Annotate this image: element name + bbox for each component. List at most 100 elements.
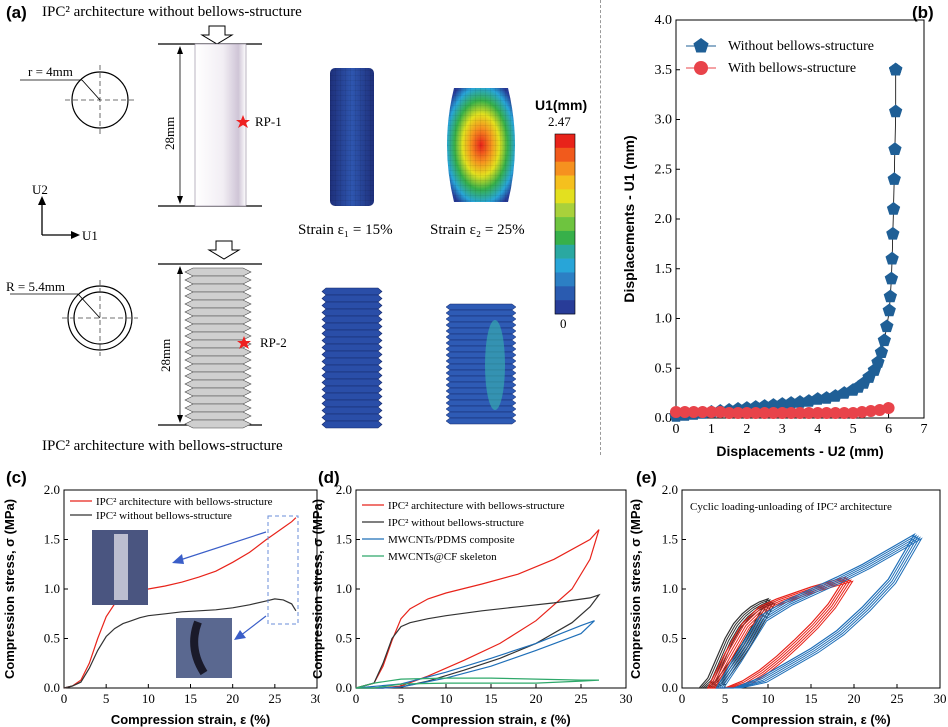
x-tick-label: 25	[891, 691, 904, 706]
data-point	[678, 406, 691, 419]
x-tick-label: 6	[885, 422, 892, 437]
y-tick-label: 1.0	[336, 581, 352, 596]
colorbar-swatch	[555, 258, 575, 273]
colorbar-swatch	[555, 175, 575, 190]
x-tick-label: 10	[762, 691, 775, 706]
panel-label-a: (a)	[6, 3, 27, 22]
data-point	[776, 407, 789, 420]
bottom-caption: IPC² architecture with bellows-structure	[42, 438, 283, 454]
data-point	[889, 104, 903, 118]
x-axis-label: Compression strain, ε (%)	[111, 712, 270, 727]
inset-sample-buckled	[190, 620, 208, 676]
data-point	[687, 406, 700, 419]
cycle-line	[717, 534, 918, 689]
x-tick-label: 0	[673, 422, 680, 437]
data-point	[887, 172, 901, 185]
y-tick-label: 1.0	[662, 581, 678, 596]
cross-section-small	[20, 65, 135, 135]
legend-label: IPC² without bellows-structure	[388, 517, 524, 529]
x-tick-label: 10	[440, 691, 453, 706]
bellows-tube	[158, 240, 262, 429]
colorbar-swatch	[555, 286, 575, 301]
x-tick-label: 5	[850, 422, 857, 437]
colorbar-swatch	[555, 272, 575, 287]
series-line	[355, 529, 600, 689]
x-tick-label: 5	[103, 691, 110, 706]
strain2-label: Strain ε₂ = 25%	[430, 222, 525, 238]
x-tick-label: 0	[353, 691, 360, 706]
cycle-line	[712, 579, 852, 689]
series-line	[715, 532, 916, 689]
legend-label: MWCNTs@CF skeleton	[388, 551, 497, 563]
sim-bellows-large-strain	[445, 303, 517, 425]
sim-plain-cylinder	[330, 68, 374, 206]
y-tick-label: 1.0	[655, 312, 673, 327]
colorbar-swatch	[555, 203, 575, 218]
x-axis-label: Compression strain, ε (%)	[411, 712, 570, 727]
data-point	[785, 407, 798, 420]
cross-section-large	[10, 280, 138, 356]
data-point	[670, 406, 682, 419]
height-top-label: 28mm	[162, 117, 177, 150]
x-tick-label: 15	[805, 691, 818, 706]
x-tick-label: 30	[311, 691, 321, 706]
x-tick-label: 30	[620, 691, 633, 706]
colorbar-swatch	[555, 134, 575, 149]
y-tick-label: 0.0	[44, 680, 60, 695]
axis-arrows	[38, 196, 80, 239]
data-point	[696, 406, 709, 419]
chart-d: 0 5 10 15 20 25 30 0.0 0.5 1.0 1.5 2.0 Compression s…	[312, 482, 633, 727]
y-tick-label: 2.0	[662, 482, 678, 497]
highlight-box	[267, 515, 299, 625]
panel-label-e: (e)	[636, 468, 657, 487]
x-tick-label: 25	[268, 691, 281, 706]
rp1-label: RP-1	[255, 114, 282, 129]
data-point	[874, 345, 889, 358]
data-point	[886, 226, 900, 240]
legend-label: IPC² architecture with bellows-structure	[96, 496, 273, 508]
data-point	[838, 407, 851, 420]
y-tick-label: 0.5	[336, 631, 352, 646]
x-axis-label: Compression strain, ε (%)	[731, 712, 890, 727]
series-line	[63, 517, 297, 689]
colorbar	[554, 133, 576, 315]
series-line	[355, 620, 595, 689]
data-point	[886, 202, 901, 215]
colorbar-min: 0	[560, 316, 567, 331]
colorbar-swatch	[555, 161, 575, 176]
x-tick-label: 4	[814, 422, 821, 437]
data-point	[749, 407, 762, 420]
data-point	[732, 407, 744, 420]
plot-frame	[675, 19, 925, 419]
x-tick-label: 2	[743, 422, 750, 437]
x-tick-label: 30	[934, 691, 947, 706]
y-axis-label: Compression stress, σ (MPa)	[628, 499, 643, 679]
panel-a-illustration: r = 4mm U2 U1 R = 5.4mm 28mm RP-1	[6, 25, 587, 429]
legend-marker	[694, 61, 708, 75]
data-point	[829, 407, 842, 420]
y-tick-label: 0.0	[336, 680, 352, 695]
data-point	[802, 407, 815, 420]
x-tick-label: 20	[226, 691, 239, 706]
x-tick-label: 20	[848, 691, 861, 706]
y-tick-label: 1.5	[336, 532, 352, 547]
data-point	[856, 406, 868, 419]
y-tick-label: 3.5	[655, 63, 673, 78]
legend-label: IPC² without bellows-structure	[96, 510, 232, 522]
y-tick-label: 1.0	[44, 581, 60, 596]
y-axis-label: Displacements - U1 (mm)	[621, 135, 637, 302]
r-label: r = 4mm	[28, 64, 73, 79]
annotation-arrow	[239, 615, 267, 637]
data-point	[794, 407, 806, 420]
y-tick-label: 0.5	[44, 631, 60, 646]
data-point	[885, 251, 899, 265]
sim-bellows-small-strain	[321, 287, 383, 429]
colorbar-swatch	[555, 300, 575, 315]
x-tick-label: 1	[708, 422, 715, 437]
data-point	[883, 289, 897, 303]
x-tick-label: 5	[398, 691, 405, 706]
data-point	[758, 407, 771, 420]
colorbar-max: 2.47	[548, 114, 571, 129]
data-point	[820, 407, 833, 420]
series-line	[63, 598, 297, 689]
